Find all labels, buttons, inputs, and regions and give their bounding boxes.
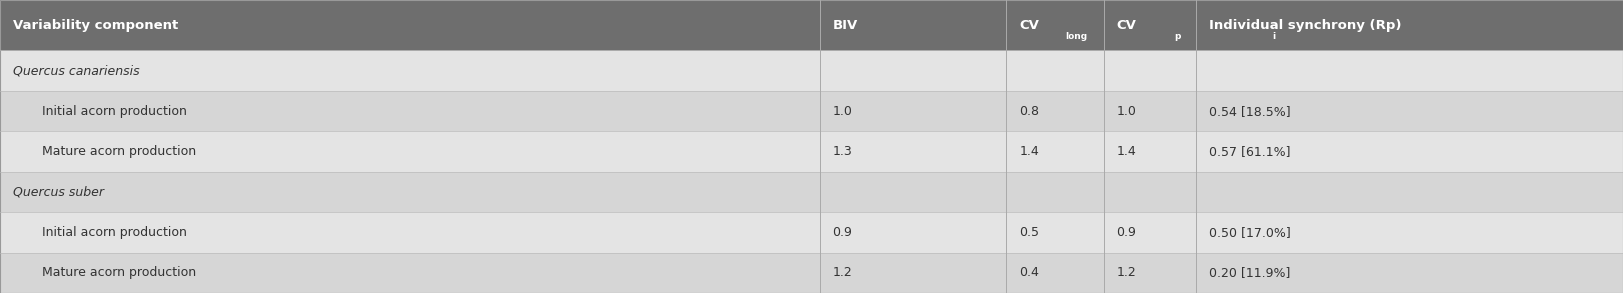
Text: 0.20 [11.9%]: 0.20 [11.9%] — [1209, 266, 1290, 279]
Text: 0.9: 0.9 — [833, 226, 852, 239]
Text: 1.4: 1.4 — [1117, 145, 1136, 158]
Text: Initial acorn production: Initial acorn production — [42, 105, 187, 117]
Text: 0.8: 0.8 — [1019, 105, 1039, 117]
Text: Mature acorn production: Mature acorn production — [42, 266, 196, 279]
Text: CV: CV — [1019, 19, 1039, 32]
Text: Initial acorn production: Initial acorn production — [42, 226, 187, 239]
Text: 1.0: 1.0 — [833, 105, 852, 117]
Bar — [0, 0, 1623, 50]
Text: 1.2: 1.2 — [833, 266, 852, 279]
Text: i: i — [1272, 32, 1276, 41]
Bar — [0, 172, 1623, 212]
Bar — [0, 131, 1623, 172]
Text: Variability component: Variability component — [13, 19, 179, 32]
Bar — [0, 50, 1623, 91]
Bar — [0, 212, 1623, 253]
Text: 1.2: 1.2 — [1117, 266, 1136, 279]
Text: Mature acorn production: Mature acorn production — [42, 145, 196, 158]
Text: 0.54 [18.5%]: 0.54 [18.5%] — [1209, 105, 1290, 117]
Text: 0.57 [61.1%]: 0.57 [61.1%] — [1209, 145, 1290, 158]
Text: 1.0: 1.0 — [1117, 105, 1136, 117]
Bar — [0, 91, 1623, 131]
Text: CV: CV — [1117, 19, 1136, 32]
Text: 0.9: 0.9 — [1117, 226, 1136, 239]
Text: long: long — [1066, 32, 1087, 41]
Text: 0.4: 0.4 — [1019, 266, 1039, 279]
Text: 0.5: 0.5 — [1019, 226, 1039, 239]
Text: 1.4: 1.4 — [1019, 145, 1039, 158]
Bar — [0, 253, 1623, 293]
Text: Quercus suber: Quercus suber — [13, 185, 104, 198]
Text: 0.50 [17.0%]: 0.50 [17.0%] — [1209, 226, 1290, 239]
Text: p: p — [1175, 32, 1182, 41]
Text: Individual synchrony (Rp): Individual synchrony (Rp) — [1209, 19, 1402, 32]
Text: BIV: BIV — [833, 19, 859, 32]
Text: Quercus canariensis: Quercus canariensis — [13, 64, 140, 77]
Text: 1.3: 1.3 — [833, 145, 852, 158]
